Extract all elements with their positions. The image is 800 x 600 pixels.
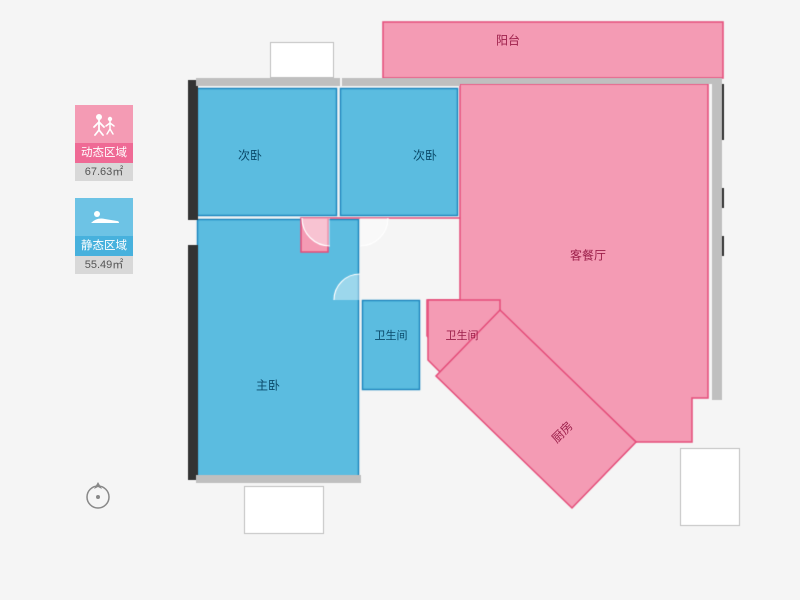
compass-icon (84, 480, 112, 510)
room-label: 次卧 (238, 147, 262, 164)
legend-dynamic-label: 动态区域 (75, 143, 133, 163)
floorplan-canvas (0, 0, 800, 600)
legend-static-label: 静态区域 (75, 236, 133, 256)
room-label: 次卧 (413, 147, 437, 164)
room-label: 卫生间 (446, 327, 479, 343)
room-label: 客餐厅 (570, 247, 606, 264)
legend-dynamic: 动态区域 67.63㎡ (75, 105, 133, 181)
legend-static-value: 55.49㎡ (75, 256, 133, 274)
room-label: 主卧 (256, 377, 280, 394)
legend-static: 静态区域 55.49㎡ (75, 198, 133, 274)
dynamic-zone-icon (75, 105, 133, 143)
room-label: 阳台 (496, 32, 520, 49)
static-zone-icon (75, 198, 133, 236)
legend-dynamic-value: 67.63㎡ (75, 163, 133, 181)
room-label: 卫生间 (375, 327, 408, 343)
